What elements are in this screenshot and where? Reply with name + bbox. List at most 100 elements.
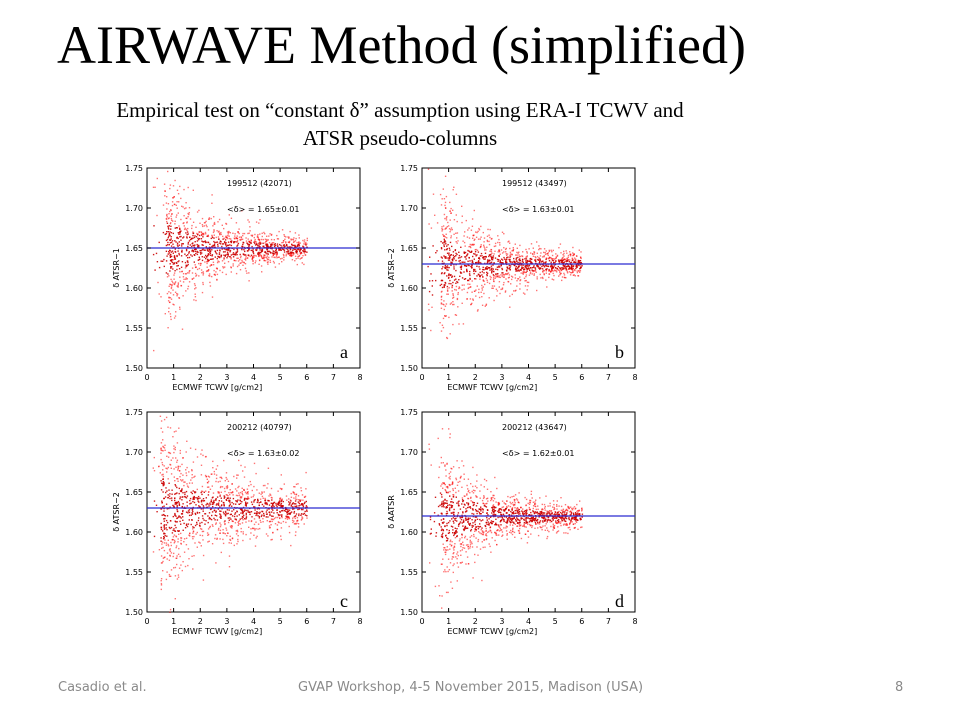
scatter-point	[213, 273, 215, 276]
scatter-point	[295, 506, 297, 508]
scatter-point	[303, 496, 306, 498]
scatter-point	[299, 249, 301, 251]
scatter-point	[483, 478, 486, 481]
scatter-point	[194, 512, 196, 515]
scatter-point	[180, 479, 182, 481]
scatter-point	[234, 522, 237, 524]
scatter-point	[224, 243, 227, 245]
scatter-point	[530, 511, 532, 514]
scatter-point	[207, 229, 210, 231]
scatter-point	[240, 508, 242, 510]
scatter-point	[474, 238, 476, 240]
scatter-point	[296, 520, 299, 522]
scatter-point	[220, 497, 222, 499]
scatter-point	[491, 267, 493, 269]
scatter-point	[526, 252, 528, 254]
scatter-point	[455, 193, 458, 195]
scatter-point	[245, 498, 248, 500]
scatter-point	[236, 235, 238, 237]
scatter-point	[532, 511, 535, 513]
scatter-point	[207, 475, 210, 477]
scatter-point	[166, 508, 168, 510]
scatter-point	[499, 260, 501, 262]
scatter-point	[526, 265, 529, 267]
scatter-point	[193, 261, 195, 263]
scatter-point	[497, 275, 499, 278]
scatter-point	[289, 246, 291, 248]
scatter-point	[472, 255, 474, 258]
scatter-point	[205, 270, 208, 273]
scatter-point	[525, 267, 528, 270]
scatter-point	[220, 485, 222, 488]
scatter-point	[209, 503, 211, 506]
scatter-point	[488, 267, 490, 269]
scatter-point	[171, 284, 173, 287]
scatter-point	[494, 510, 497, 512]
scatter-point	[476, 254, 478, 256]
scatter-point	[211, 524, 214, 526]
scatter-point	[465, 544, 468, 546]
scatter-point	[233, 259, 236, 262]
scatter-point	[535, 523, 537, 525]
scatter-point	[484, 267, 487, 269]
scatter-point	[446, 245, 448, 247]
scatter-point	[446, 463, 448, 465]
scatter-point	[452, 571, 454, 574]
scatter-point	[202, 517, 204, 520]
scatter-point	[211, 194, 213, 196]
scatter-point	[545, 270, 547, 272]
scatter-point	[193, 555, 195, 557]
scatter-point	[272, 505, 274, 507]
scatter-point	[196, 211, 199, 213]
scatter-point	[168, 235, 170, 237]
scatter-point	[471, 261, 473, 264]
scatter-point	[152, 186, 155, 188]
scatter-point	[201, 249, 203, 251]
scatter-point	[568, 507, 570, 510]
scatter-point	[569, 511, 571, 513]
scatter-point	[203, 256, 206, 258]
scatter-point	[455, 269, 457, 272]
scatter-point	[267, 261, 269, 263]
scatter-point	[209, 525, 211, 528]
scatter-point	[188, 558, 190, 560]
scatter-point	[173, 506, 175, 508]
scatter-point	[176, 295, 178, 297]
scatter-point	[276, 516, 279, 519]
panel-letter: c	[340, 591, 348, 611]
scatter-point	[201, 234, 203, 236]
scatter-point	[548, 250, 551, 253]
scatter-point	[280, 504, 282, 506]
scatter-point	[241, 492, 243, 495]
scatter-point	[258, 492, 260, 494]
y-tick-label: 1.60	[125, 284, 143, 293]
scatter-point	[187, 245, 189, 248]
scatter-point	[457, 281, 459, 284]
scatter-point	[242, 516, 244, 518]
scatter-point	[276, 252, 278, 254]
scatter-point	[183, 228, 186, 231]
scatter-point	[273, 517, 276, 520]
scatter-point	[180, 543, 182, 545]
scatter-point	[505, 251, 507, 253]
scatter-point	[564, 267, 567, 269]
scatter-point	[555, 260, 557, 262]
scatter-point	[183, 278, 185, 280]
scatter-point	[509, 268, 511, 271]
scatter-point	[456, 484, 459, 486]
scatter-point	[238, 519, 241, 522]
scatter-point	[510, 529, 512, 532]
scatter-point	[219, 506, 221, 508]
scatter-point	[471, 218, 474, 220]
scatter-point	[235, 260, 237, 262]
scatter-point	[171, 261, 173, 263]
scatter-point	[241, 248, 243, 250]
scatter-point	[170, 259, 173, 261]
x-tick-label: 1	[446, 373, 451, 382]
scatter-point	[239, 256, 242, 259]
scatter-point	[550, 525, 552, 528]
scatter-point	[215, 271, 217, 273]
scatter-point	[544, 261, 546, 264]
scatter-point	[475, 236, 478, 238]
scatter-point	[282, 253, 285, 256]
